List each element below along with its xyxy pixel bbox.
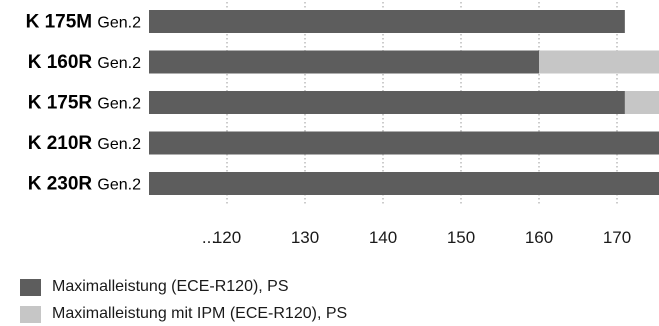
- legend-label: Maximalleistung (ECE-R120), PS: [52, 278, 289, 295]
- legend-item: Maximalleistung (ECE-R120), PS: [20, 276, 289, 298]
- bar-max: [149, 131, 659, 155]
- bar-max: [149, 50, 539, 74]
- legend-swatch-dark: [20, 278, 41, 296]
- legend-label: Maximalleistung mit IPM (ECE-R120), PS: [52, 305, 348, 322]
- x-tick-label: 150: [447, 228, 475, 247]
- category-gen: Gen.2: [97, 136, 141, 153]
- x-axis-ticks: ...1201301401501601701801902002102202302…: [202, 228, 631, 247]
- category-label: K 175R Gen.2: [28, 93, 141, 114]
- legend-swatch-light: [20, 305, 41, 323]
- category-model: K 160R: [28, 52, 98, 73]
- category-label: K 210R Gen.2: [28, 133, 141, 154]
- x-tick-label: 140: [369, 228, 397, 247]
- x-axis-prefix: ...: [202, 228, 216, 247]
- bar-max: [149, 172, 659, 195]
- category-model: K 210R: [28, 133, 98, 154]
- x-tick-label: 160: [525, 228, 553, 247]
- bar-max: [149, 10, 625, 33]
- x-tick-label: 170: [603, 228, 631, 247]
- category-gen: Gen.2: [97, 15, 141, 32]
- category-gen: Gen.2: [97, 96, 141, 113]
- category-label: K 160R Gen.2: [28, 52, 141, 73]
- x-tick-label: 130: [291, 228, 319, 247]
- category-gen: Gen.2: [97, 177, 141, 194]
- legend-item: Maximalleistung mit IPM (ECE-R120), PS: [20, 303, 347, 325]
- category-model: K 175M: [26, 12, 98, 33]
- category-gen: Gen.2: [97, 55, 141, 72]
- category-label: K 230R Gen.2: [28, 174, 141, 195]
- category-label: K 175M Gen.2: [26, 12, 142, 33]
- category-model: K 175R: [28, 93, 98, 114]
- bar-chart: K 175M Gen.2K 160R Gen.2K 175R Gen.2K 21…: [26, 2, 659, 247]
- category-model: K 230R: [28, 174, 98, 195]
- bars-group: [149, 10, 659, 195]
- category-labels: K 175M Gen.2K 160R Gen.2K 175R Gen.2K 21…: [26, 12, 142, 195]
- bar-max: [149, 91, 625, 114]
- x-tick-label: 120: [213, 228, 241, 247]
